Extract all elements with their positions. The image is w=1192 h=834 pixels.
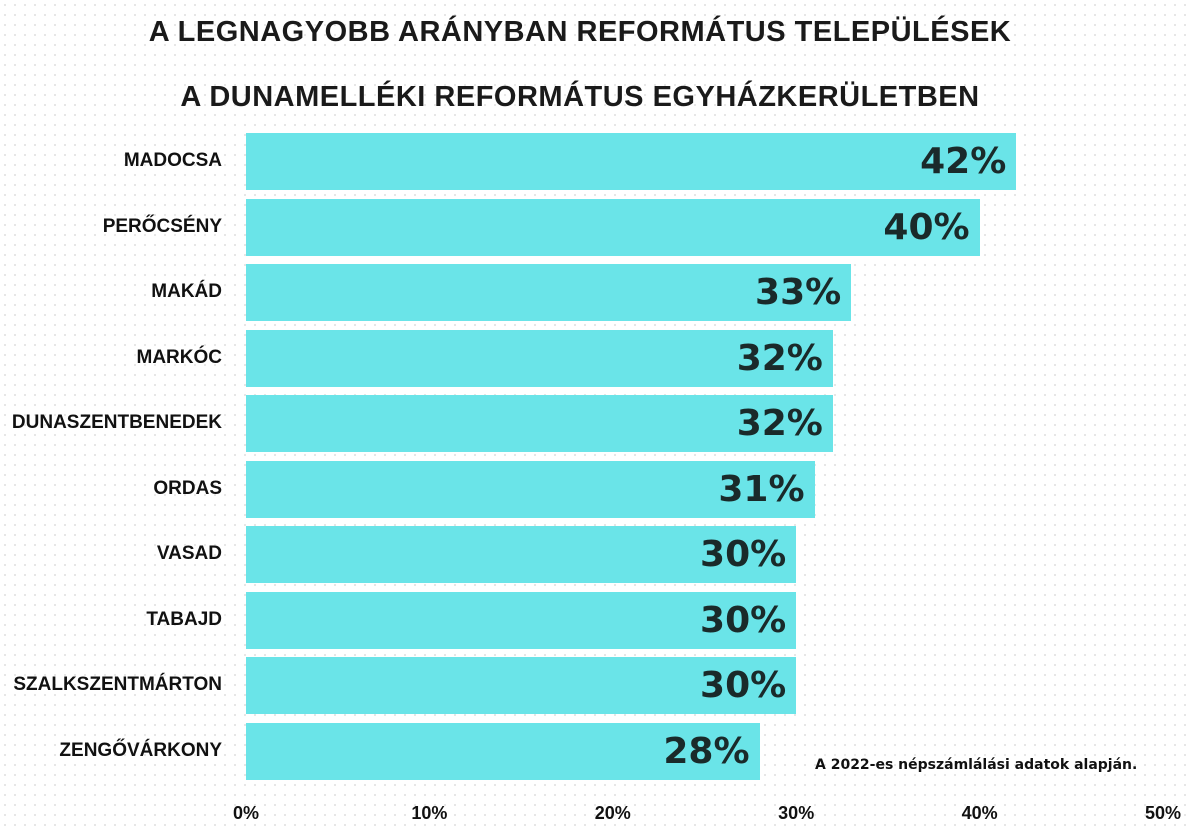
bar — [246, 329, 833, 387]
value-label: 32% — [736, 403, 823, 444]
bar — [246, 526, 797, 583]
x-tick-label: 20% — [594, 803, 631, 823]
bar — [246, 460, 815, 518]
x-tick-label: 30% — [778, 803, 815, 823]
source-note: A 2022-es népszámlálási adatok alapján. — [815, 757, 1138, 773]
x-tick-label: 10% — [411, 803, 448, 823]
bar — [246, 133, 1017, 190]
category-label: Tabajd — [146, 608, 222, 630]
value-label: 31% — [718, 468, 805, 510]
bar — [246, 264, 852, 321]
category-label: Perőcsény — [102, 215, 222, 237]
value-label: 28% — [663, 730, 750, 772]
x-tick-label: 40% — [961, 803, 998, 823]
category-label: Makád — [151, 281, 222, 302]
category-label: Ordas — [153, 477, 222, 499]
category-label: Szalkszentmárton — [13, 674, 222, 695]
category-label: Zengővárkony — [59, 739, 222, 761]
category-label: Dunaszentbenedek — [11, 412, 222, 433]
value-label: 30% — [700, 665, 787, 706]
bar — [246, 395, 833, 452]
chart-title-line-1: A legnagyobb arányban református települ… — [148, 16, 1012, 48]
bar — [246, 198, 980, 256]
bar — [246, 657, 797, 714]
bar — [246, 722, 760, 780]
category-label: Madocsa — [123, 150, 222, 171]
x-tick-label: 50% — [1144, 803, 1182, 823]
value-label: 30% — [700, 599, 787, 641]
chart-title-line-2: a Dunamelléki Református Egyházkerületbe… — [180, 81, 980, 113]
value-label: 42% — [920, 141, 1007, 182]
category-label: Vasad — [156, 543, 222, 564]
x-tick-label: 0% — [232, 803, 260, 823]
value-label: 40% — [883, 206, 970, 248]
value-label: 30% — [700, 534, 787, 575]
value-label: 33% — [755, 272, 842, 313]
value-label: 32% — [736, 337, 823, 379]
bar — [246, 591, 797, 649]
category-label: Markóc — [136, 346, 223, 368]
